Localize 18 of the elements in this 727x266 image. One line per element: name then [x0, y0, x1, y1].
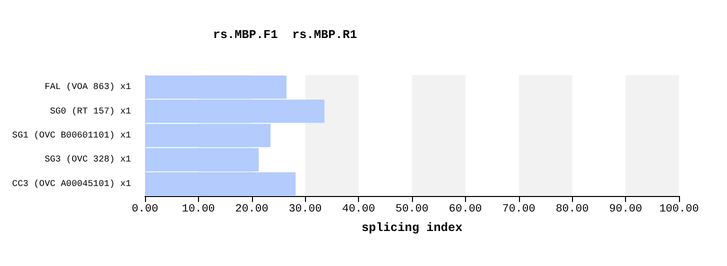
- y-tick-label: SG1 (OVC B00601101) x1: [12, 130, 131, 140]
- chart-title: rs.MBP.F1 rs.MBP.R1: [213, 28, 358, 42]
- x-tick-label: 40.00: [342, 204, 376, 216]
- y-tick-label: FAL (VOA 863) x1: [44, 82, 131, 92]
- y-tick-label: SG0 (RT 157) x1: [50, 106, 131, 116]
- x-tick-label: 20.00: [235, 204, 268, 216]
- y-tick-label: SG3 (OVC 328) x1: [44, 154, 131, 165]
- x-tick-label: 100.00: [659, 204, 699, 216]
- x-tick-label: 60.00: [448, 204, 482, 216]
- x-tick-label: 90.00: [609, 204, 642, 216]
- x-axis-title: splicing index: [362, 221, 462, 235]
- x-tick-label: 70.00: [502, 204, 536, 216]
- x-tick-label: 0.00: [132, 204, 158, 216]
- y-tick-label: CC3 (OVC A00045101) x1: [12, 178, 131, 189]
- x-tick-label: 80.00: [556, 204, 589, 216]
- x-tick-label: 50.00: [395, 204, 429, 216]
- x-tick-label: 10.00: [182, 204, 215, 216]
- x-tick-label: 30.00: [288, 204, 322, 216]
